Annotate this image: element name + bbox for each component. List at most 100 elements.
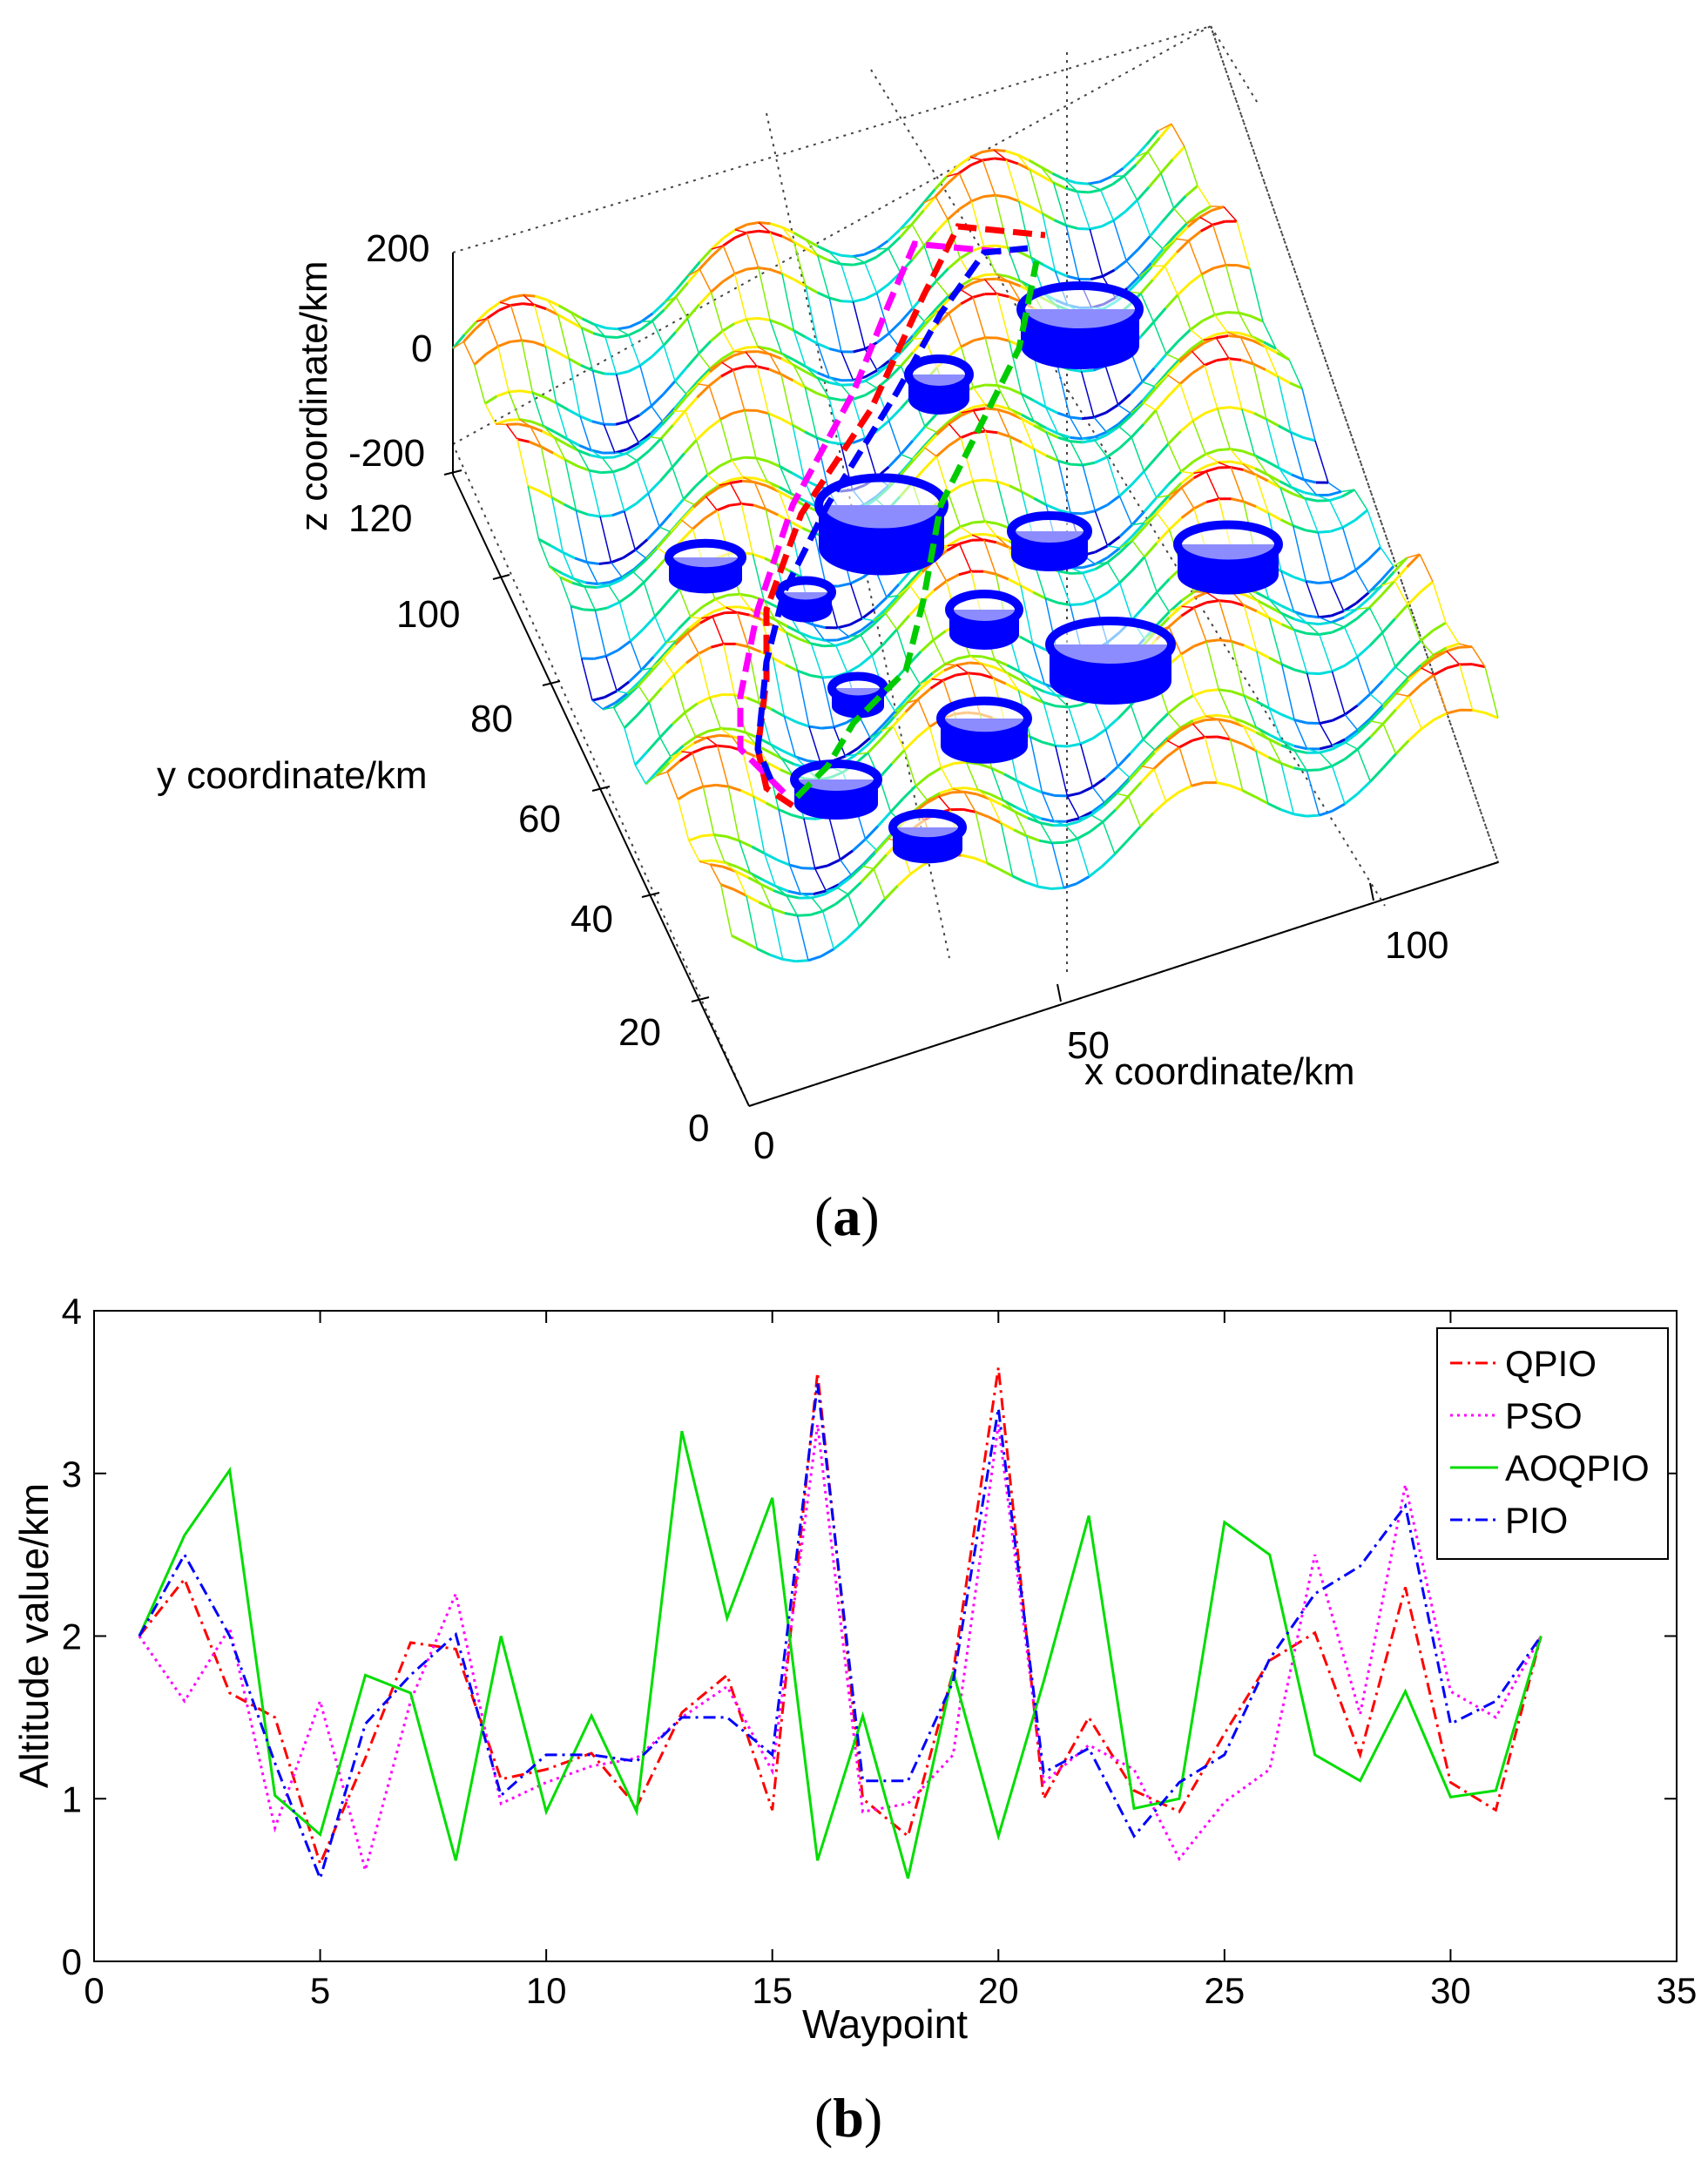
terrain-mesh-line: [731, 476, 744, 482]
terrain-mesh-line: [1026, 834, 1040, 842]
terrain-mesh-line: [1164, 265, 1178, 295]
terrain-mesh-line: [1177, 294, 1192, 330]
terrain-mesh-line: [783, 716, 796, 758]
terrain-mesh-line: [994, 658, 1009, 667]
terrain-mesh-line: [659, 423, 674, 440]
terrain-mesh-line: [1214, 311, 1227, 317]
terrain-mesh-line: [666, 759, 681, 773]
terrain-mesh-line: [1126, 275, 1140, 290]
terrain-mesh-line: [695, 730, 709, 739]
terrain-mesh-line: [746, 221, 759, 226]
terrain-mesh-line: [1019, 635, 1034, 645]
terrain-mesh-line: [917, 698, 930, 727]
terrain-mesh-line: [1017, 162, 1031, 171]
terrain-mesh-line: [1112, 219, 1127, 261]
terrain-mesh-line: [911, 321, 926, 337]
terrain-mesh-line: [510, 305, 523, 341]
terrain-mesh-line: [1127, 795, 1142, 827]
terrain-mesh-line: [743, 739, 758, 747]
terrain-mesh-line: [1355, 597, 1370, 611]
terrain-mesh-line: [869, 724, 884, 739]
terrain-mesh-line: [1331, 616, 1345, 624]
terrain-mesh-line: [760, 884, 773, 909]
terrain-mesh-line: [1000, 822, 1014, 877]
terrain-mesh-line: [663, 345, 676, 381]
terrain-mesh-line: [679, 528, 694, 543]
terrain-mesh-line: [690, 616, 702, 619]
terrain-mesh-line: [677, 790, 692, 801]
terrain-mesh-line: [638, 436, 651, 444]
terrain-mesh-line: [781, 226, 795, 234]
terrain-mesh-line: [1180, 487, 1195, 510]
terrain-mesh-line: [900, 439, 915, 456]
terrain-mesh-line: [1167, 701, 1182, 715]
terrain-mesh-line: [1243, 604, 1258, 613]
terrain-mesh-line: [581, 317, 595, 326]
terrain-mesh-line: [892, 725, 906, 751]
terrain-mesh-line: [835, 644, 848, 673]
terrain-mesh-line: [1281, 740, 1295, 752]
terrain-mesh-line: [1293, 719, 1308, 725]
terrain-mesh-line: [1211, 205, 1225, 212]
terrain-mesh-line: [1111, 167, 1124, 179]
terrain-mesh-line: [1129, 381, 1144, 395]
terrain-mesh-line: [668, 750, 683, 764]
terrain-mesh-line: [616, 370, 629, 376]
terrain-mesh-line: [1189, 273, 1203, 285]
terrain-mesh-line: [638, 685, 650, 703]
terrain-mesh-line: [845, 925, 861, 941]
terrain-mesh-line: [1178, 350, 1192, 361]
terrain-mesh-line: [594, 610, 607, 657]
terrain-mesh-line: [821, 677, 835, 728]
terrain-mesh-line: [1227, 331, 1241, 338]
terrain-mesh-line: [722, 245, 736, 274]
terrain-mesh-line: [1369, 704, 1384, 719]
terrain-mesh-line: [701, 597, 716, 608]
terrain-mesh-line: [686, 260, 701, 277]
terrain-mesh-line: [1033, 449, 1047, 505]
terrain-mesh-line: [674, 381, 687, 395]
terrain-mesh-line: [1106, 551, 1121, 563]
terrain-mesh-line: [617, 334, 630, 339]
terrain-mesh-line: [924, 447, 937, 457]
terrain-mesh-line: [1328, 490, 1342, 496]
terrain-mesh-line: [852, 399, 866, 439]
terrain-mesh-line: [1279, 487, 1294, 526]
terrain-mesh-line: [852, 261, 866, 267]
terrain-mesh-line: [1205, 591, 1220, 602]
terrain-mesh-line: [1243, 695, 1258, 728]
terrain-mesh-line: [788, 864, 802, 894]
terrain-mesh-line: [579, 415, 592, 451]
terrain-mesh-line: [646, 736, 661, 752]
terrain-mesh-line: [906, 698, 919, 704]
terrain-mesh-line: [1219, 638, 1232, 643]
terrain-mesh-line: [1446, 708, 1461, 715]
terrain-mesh-line: [1045, 431, 1059, 462]
terrain-mesh-line: [945, 573, 960, 583]
terrain-mesh-line: [896, 873, 912, 887]
terrain-mesh-line: [973, 383, 986, 389]
terrain-mesh-line: [837, 627, 850, 638]
terrain-mesh-line: [1344, 713, 1359, 731]
terrain-mesh-line: [1030, 206, 1043, 215]
terrain-mesh-line: [1122, 156, 1137, 170]
terrain-mesh-line: [529, 440, 542, 449]
terrain-mesh-line: [1331, 621, 1345, 628]
terrain-mesh-line: [713, 833, 727, 838]
terrain-mesh-line: [1280, 808, 1294, 816]
terrain-mesh-line: [1079, 786, 1094, 795]
terrain-mesh-line: [1291, 486, 1306, 494]
terrain-mesh-line: [935, 444, 950, 458]
terrain-mesh-line: [549, 565, 561, 578]
terrain-mesh-line: [741, 502, 754, 507]
terrain-mesh-line: [1057, 411, 1070, 419]
terrain-mesh-line: [591, 449, 603, 459]
terrain-mesh-line: [990, 767, 1004, 801]
terrain-mesh-line: [734, 231, 747, 240]
terrain-mesh-line: [758, 221, 771, 233]
terrain-mesh-line: [928, 726, 942, 768]
terrain-mesh-line: [1281, 713, 1295, 721]
terrain-mesh-line: [593, 322, 606, 330]
terrain-mesh-line: [1106, 535, 1121, 547]
terrain-mesh-line: [994, 659, 1008, 673]
